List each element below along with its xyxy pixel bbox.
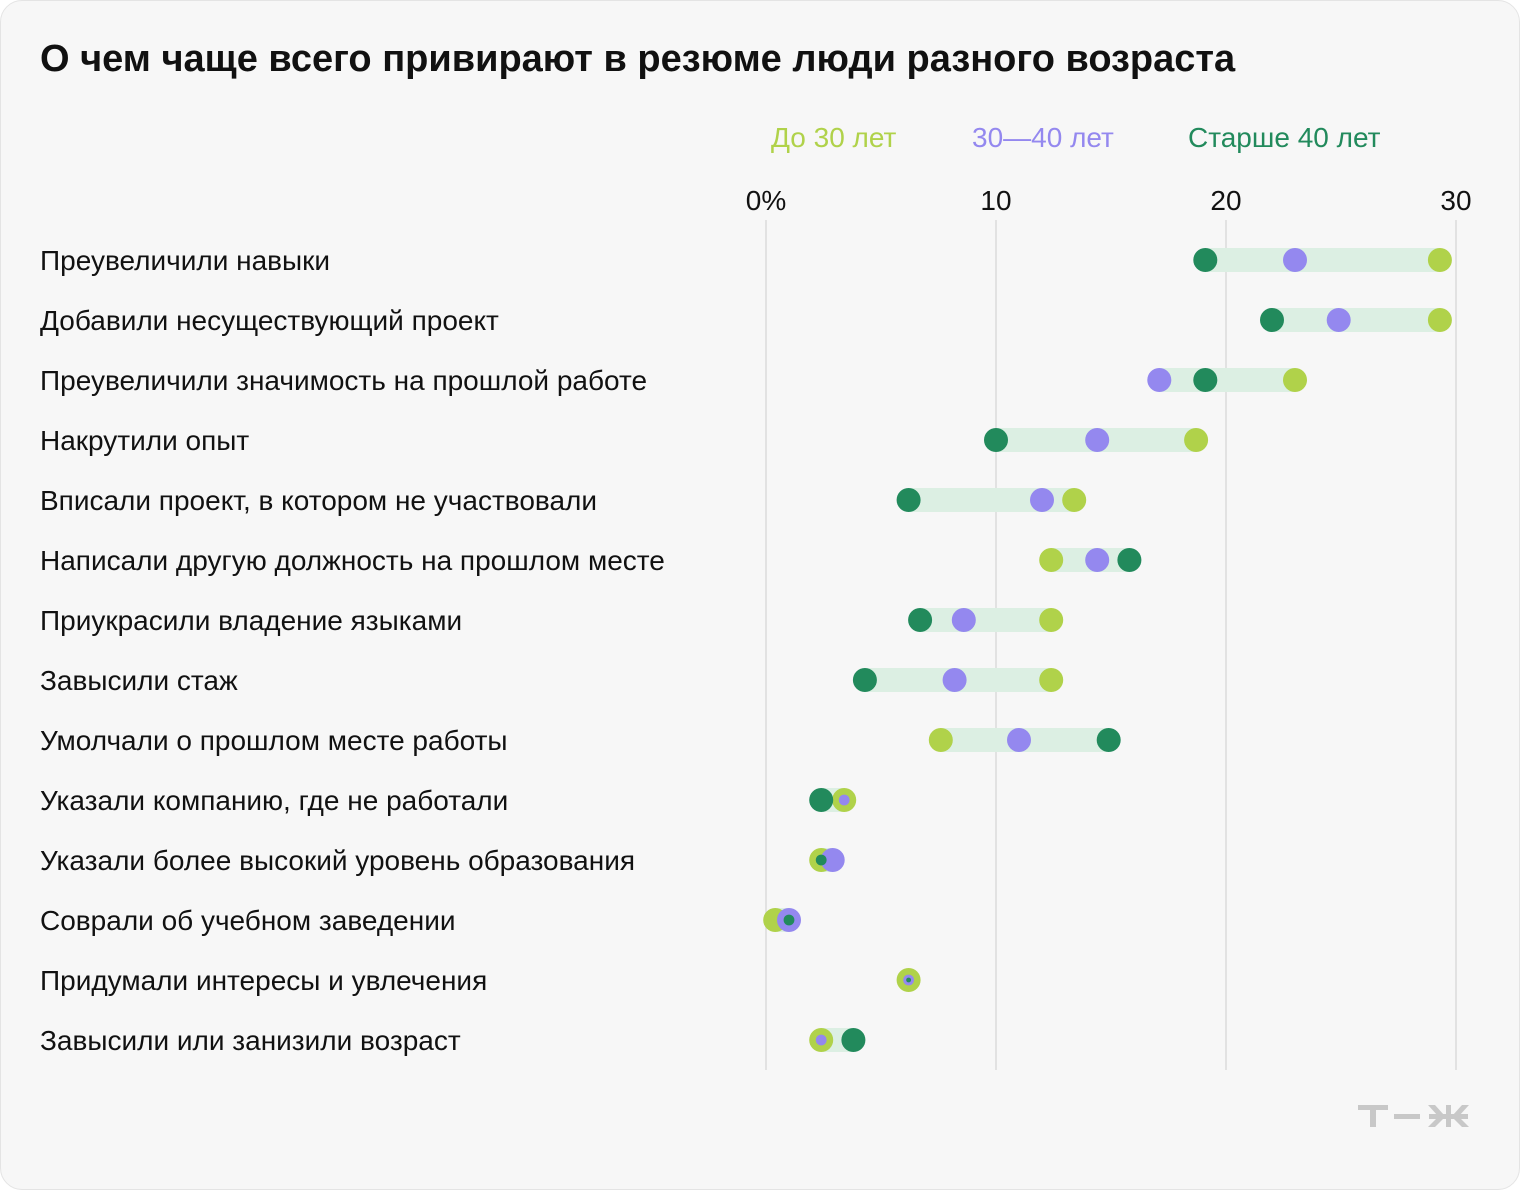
data-point-under30	[1062, 488, 1087, 512]
category-label: Вписали проект, в котором не участвовали	[40, 485, 597, 516]
legend-over-40: Старше 40 лет	[1188, 122, 1381, 153]
data-point-age30_40	[1085, 548, 1110, 572]
category-label: Добавили несуществующий проект	[40, 305, 499, 336]
x-tick-label: 10	[980, 185, 1011, 216]
data-point-over40	[815, 854, 827, 866]
category-label: Завысили стаж	[40, 665, 238, 696]
data-point-over40	[984, 428, 1008, 452]
data-point-age30_40	[1283, 248, 1307, 272]
legend-under-30: До 30 лет	[771, 122, 897, 153]
range-band	[1272, 308, 1440, 332]
data-point-over40	[1260, 308, 1284, 332]
category-label: Преувеличили значимость на прошлой работ…	[40, 365, 647, 396]
data-point-age30_40	[815, 1034, 827, 1046]
data-point-over40	[1117, 548, 1142, 572]
data-point-over40	[783, 914, 795, 926]
data-point-over40	[896, 488, 921, 512]
category-label: Написали другую должность на прошлом мес…	[40, 545, 665, 576]
legend-30-40: 30—40 лет	[972, 122, 1114, 153]
chart-title: О чем чаще всего привирают в резюме люди…	[40, 38, 1236, 80]
category-label: Умолчали о прошлом месте работы	[40, 725, 508, 756]
category-label: Приукрасили владение языками	[40, 605, 462, 636]
data-point-under30	[1283, 368, 1307, 392]
data-point-age30_40	[1147, 368, 1172, 392]
data-point-under30	[1184, 428, 1209, 452]
category-label: Придумали интересы и увлечения	[40, 965, 487, 996]
category-label: Преувеличили навыки	[40, 245, 330, 276]
category-label: Указали компанию, где не работали	[40, 785, 508, 816]
data-point-over40	[809, 788, 834, 812]
x-tick-label: 0%	[746, 185, 786, 216]
data-point-age30_40	[838, 794, 850, 806]
data-point-under30	[1427, 308, 1452, 332]
data-point-under30	[928, 728, 953, 752]
range-band	[1159, 368, 1295, 392]
data-point-over40	[1193, 248, 1218, 272]
tzh-logo-icon	[1358, 1105, 1469, 1127]
category-label: Накрутили опыт	[40, 425, 249, 456]
data-point-under30	[1039, 548, 1064, 572]
data-point-age30_40	[1326, 308, 1351, 332]
range-band	[1205, 248, 1440, 272]
x-tick-label: 30	[1440, 185, 1471, 216]
data-point-over40	[1096, 728, 1121, 752]
data-point-under30	[1039, 608, 1064, 632]
x-tick-label: 20	[1210, 185, 1241, 216]
data-point-over40	[908, 608, 933, 632]
data-point-age30_40	[951, 608, 976, 632]
data-point-under30	[1427, 248, 1452, 272]
data-point-over40	[841, 1028, 866, 1052]
data-point-age30_40	[820, 848, 845, 872]
data-point-over40	[906, 977, 912, 983]
data-point-age30_40	[1030, 488, 1054, 512]
data-point-over40	[852, 668, 877, 692]
data-point-age30_40	[1007, 728, 1031, 752]
category-label: Указали более высокий уровень образовани…	[40, 845, 635, 876]
data-point-over40	[1193, 368, 1218, 392]
data-point-age30_40	[942, 668, 967, 692]
category-label: Соврали об учебном заведении	[40, 905, 456, 936]
data-point-under30	[1039, 668, 1064, 692]
category-label: Завысили или занизили возраст	[40, 1025, 461, 1056]
data-point-age30_40	[1085, 428, 1110, 452]
range-band	[920, 608, 1052, 632]
